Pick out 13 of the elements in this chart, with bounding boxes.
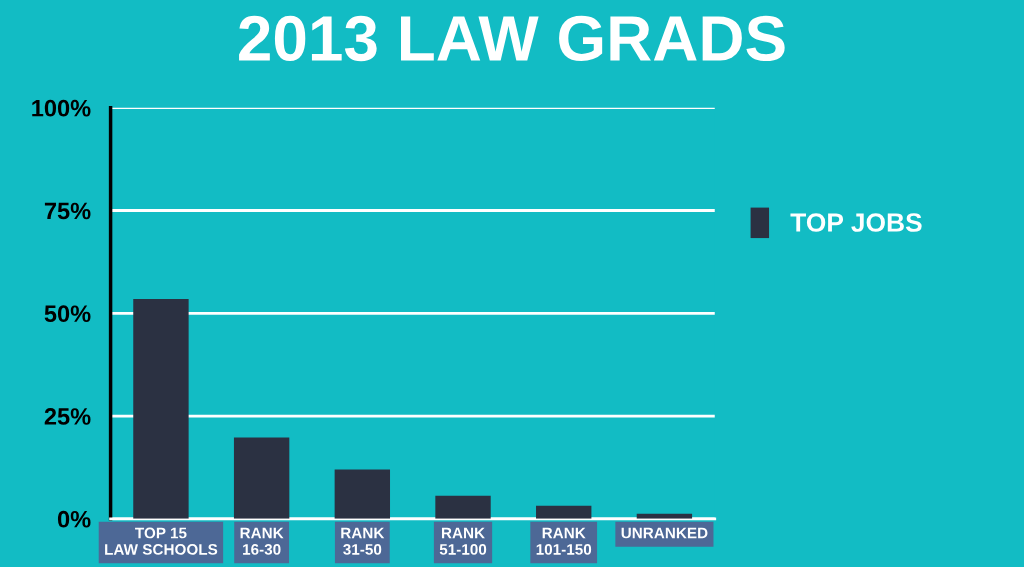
y-tick-label: 75% xyxy=(44,202,91,220)
x-tick-label: UNRANKED xyxy=(621,527,708,539)
legend-label: TOP JOBS xyxy=(790,213,922,232)
y-tick-label: 50% xyxy=(44,305,91,323)
y-tick-label: 100% xyxy=(32,99,91,117)
x-tick-label: RANK 16-30 xyxy=(240,527,284,555)
x-tick-label: RANK 51-100 xyxy=(439,527,487,555)
x-tick-label: TOP 15 LAW SCHOOLS xyxy=(105,527,218,555)
chart-title: 2013 LAW GRADS xyxy=(239,15,785,62)
x-tick-label: RANK 31-50 xyxy=(341,527,385,555)
y-tick-label: 0% xyxy=(57,510,91,528)
x-tick-label: RANK 101-150 xyxy=(536,527,592,555)
y-tick-label: 25% xyxy=(44,408,91,425)
